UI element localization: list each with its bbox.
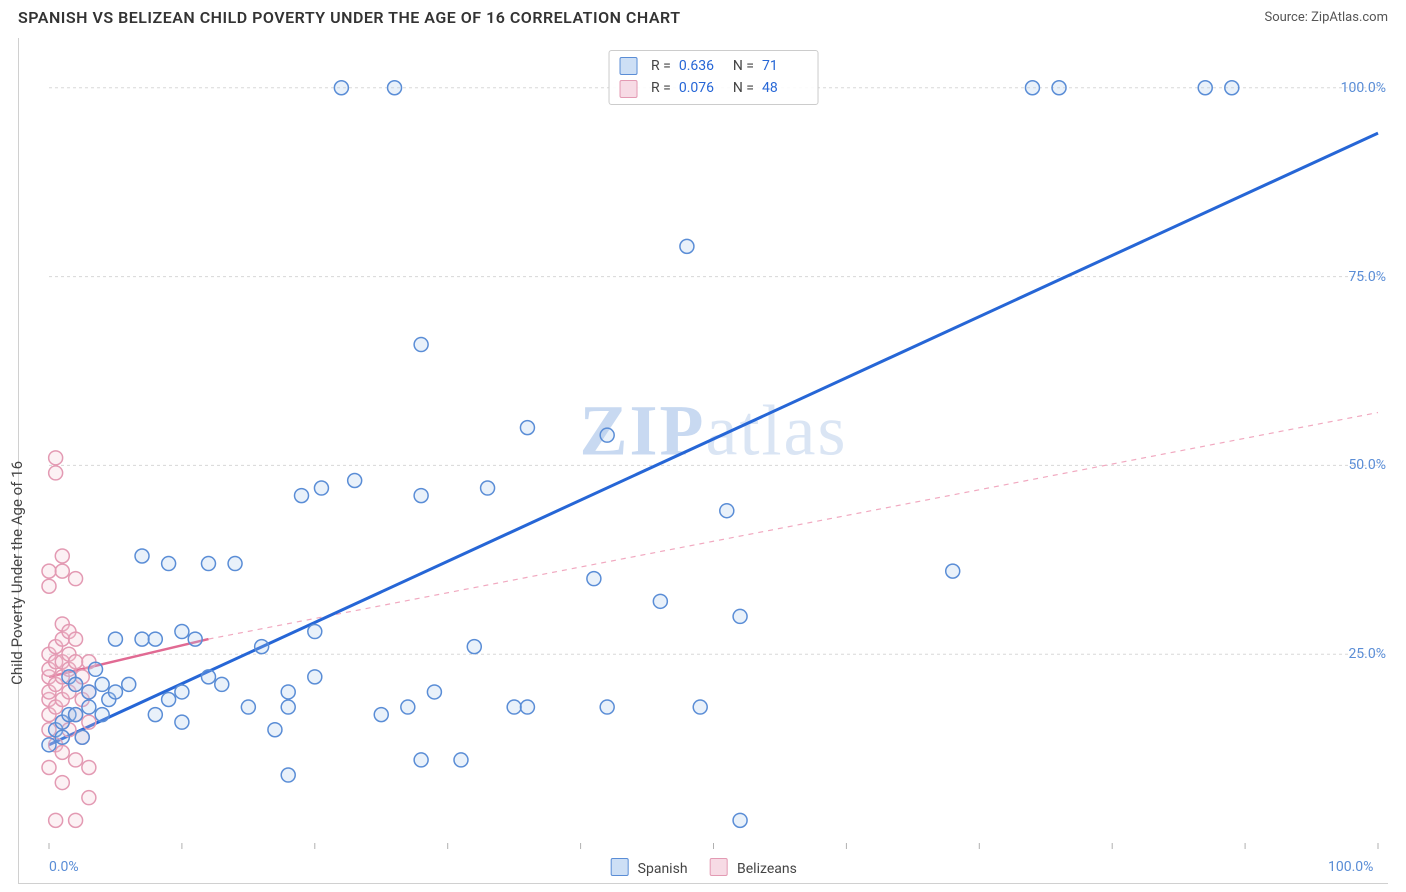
swatch-spanish [619,57,637,75]
legend-item-belizeans: Belizeans [710,858,797,877]
scatter-plot-svg [49,50,1378,843]
legend-swatch-belizeans [710,858,728,876]
y-axis-tick-label: 75.0% [1348,269,1386,285]
y-axis-tick-label: 100.0% [1341,80,1386,96]
legend-swatch-spanish [610,858,628,876]
stats-row-spanish: R =0.636 N =71 [619,55,808,77]
x-axis-tick-label: 100.0% [1328,859,1373,875]
chart-title: SPANISH VS BELIZEAN CHILD POVERTY UNDER … [18,8,681,27]
stats-row-belizeans: R =0.076 N =48 [619,77,808,99]
source-attribution: Source: ZipAtlas.com [1264,10,1388,25]
swatch-belizeans [619,80,637,98]
chart-container: Child Poverty Under the Age of 16 ZIPatl… [18,38,1388,884]
y-axis-tick-label: 25.0% [1348,646,1386,662]
legend: Spanish Belizeans [610,858,797,877]
x-axis-tick-label: 0.0% [49,859,79,875]
plot-area: ZIPatlas R =0.636 N =71 R =0.076 N =48 [49,50,1378,843]
legend-item-spanish: Spanish [610,858,687,877]
y-axis-label: Child Poverty Under the Age of 16 [8,461,26,685]
correlation-stats-box: R =0.636 N =71 R =0.076 N =48 [608,50,819,105]
y-axis-tick-label: 50.0% [1348,457,1386,473]
